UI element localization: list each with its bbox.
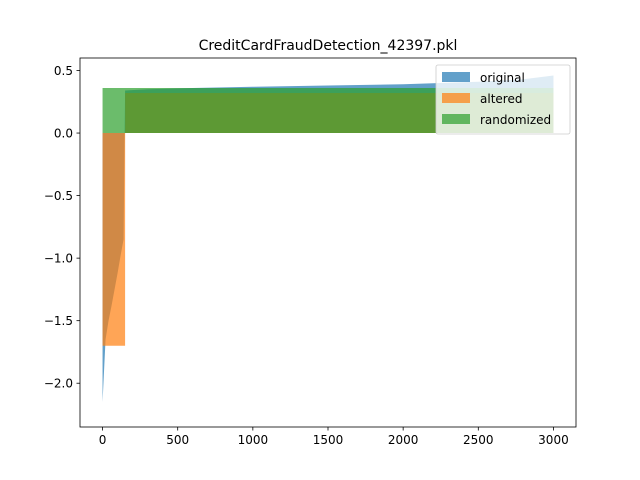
legend-swatch-randomized (442, 114, 470, 124)
y-tick-label: 0.5 (54, 64, 73, 78)
legend-label-altered: altered (480, 92, 522, 106)
axes: 0 500 1000 1500 2000 2500 3000 −2.0 −1.5 −1.0 −0.5… (44, 57, 577, 447)
legend-label-original: original (480, 71, 525, 85)
y-tick-label: −0.5 (44, 189, 73, 203)
chart-title: CreditCardFraudDetection_42397.pkl (199, 38, 458, 54)
x-tick-label: 0 (99, 433, 107, 447)
x-tick-label: 2500 (463, 433, 494, 447)
x-tick-label: 2000 (388, 433, 419, 447)
y-tick-label: 0.0 (54, 127, 73, 141)
legend-label-randomized: randomized (480, 113, 551, 127)
x-tick-label: 500 (166, 433, 189, 447)
y-tick-label: −2.0 (44, 377, 73, 391)
legend-swatch-altered (442, 93, 470, 103)
y-tick-label: −1.0 (44, 252, 73, 266)
legend-swatch-original (442, 72, 470, 82)
x-tick-label: 3000 (538, 433, 569, 447)
x-tick-label: 1000 (238, 433, 269, 447)
y-tick-label: −1.5 (44, 314, 73, 328)
legend: original altered randomized (435, 64, 571, 135)
x-tick-label: 1500 (313, 433, 344, 447)
